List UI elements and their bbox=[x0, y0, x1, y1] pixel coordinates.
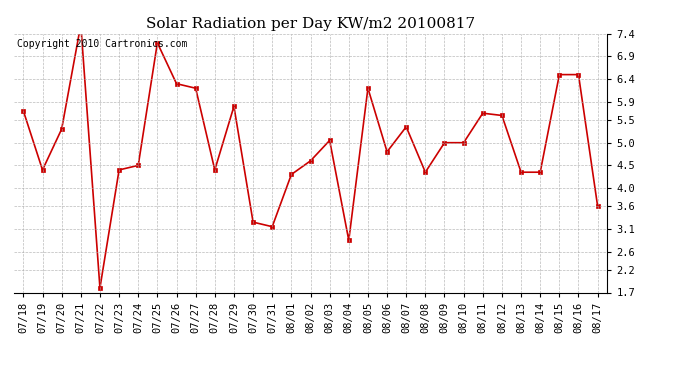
Text: Copyright 2010 Cartronics.com: Copyright 2010 Cartronics.com bbox=[17, 39, 187, 49]
Title: Solar Radiation per Day KW/m2 20100817: Solar Radiation per Day KW/m2 20100817 bbox=[146, 17, 475, 31]
